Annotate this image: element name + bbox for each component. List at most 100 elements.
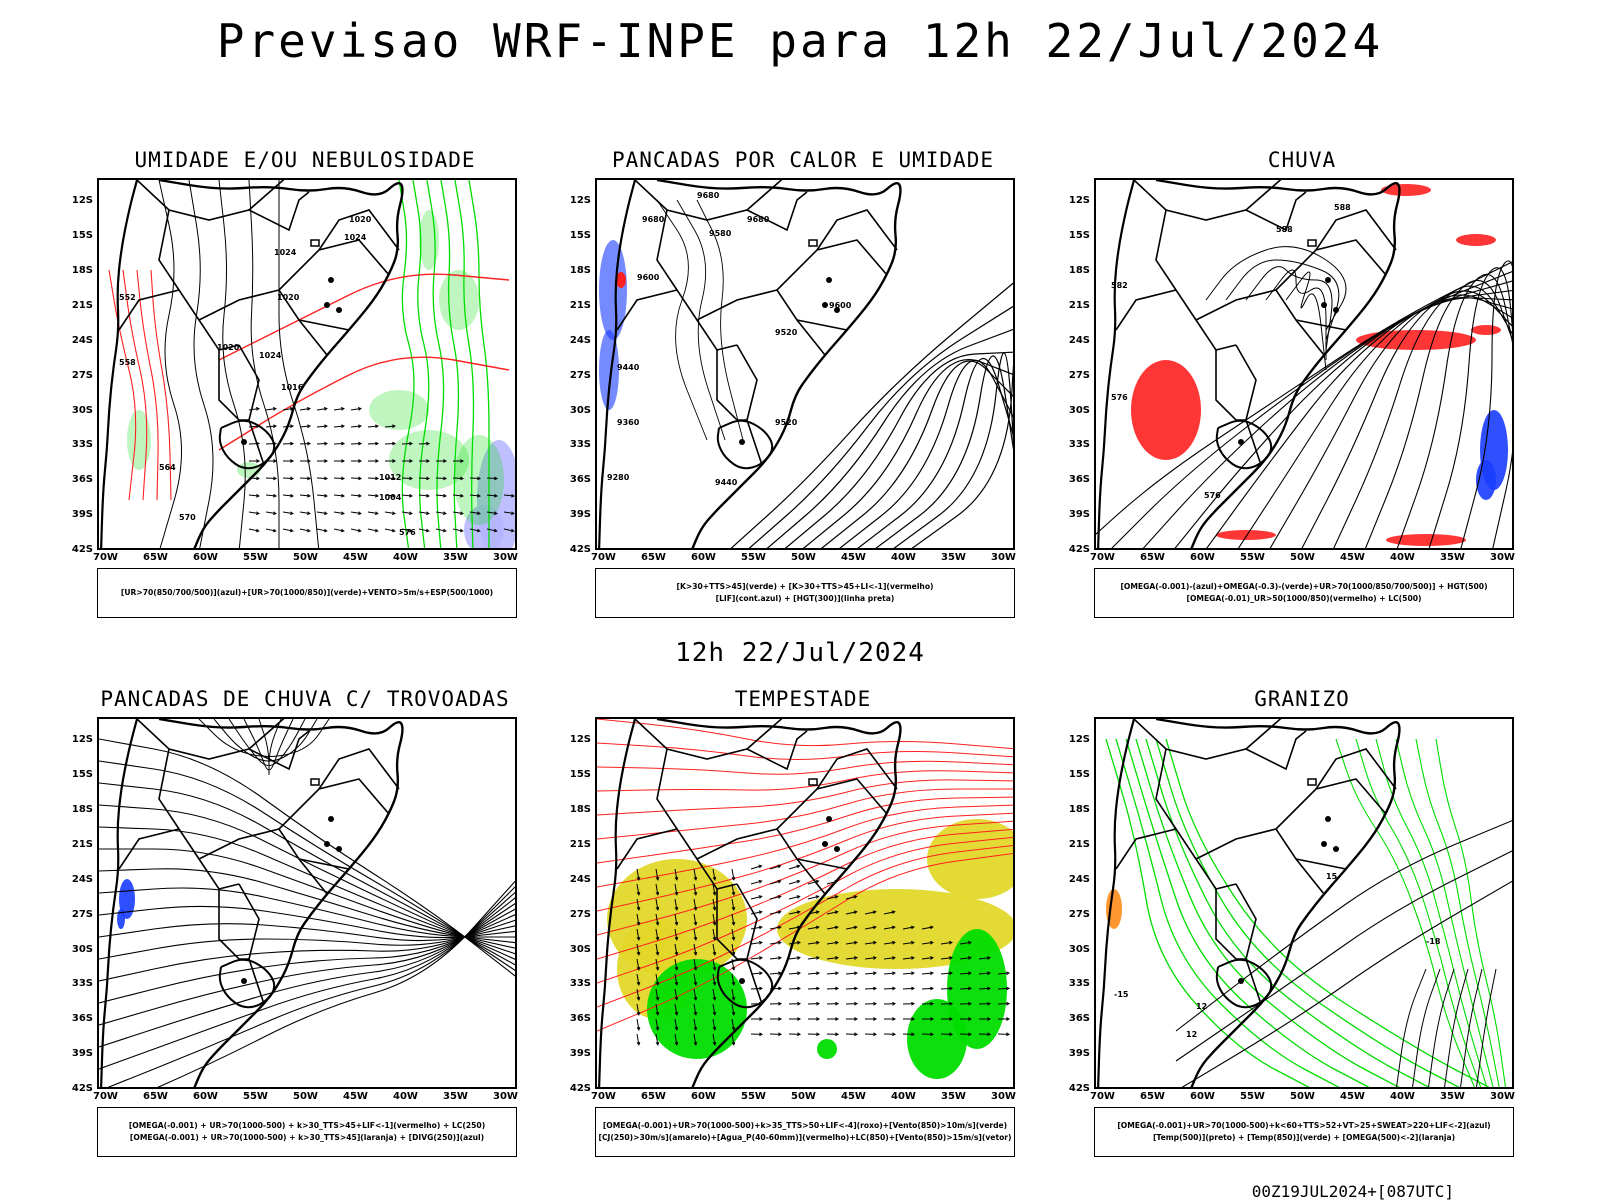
temp850-contour-east [1356, 739, 1482, 1089]
wind-vector [751, 880, 762, 884]
contour-label: 1024 [274, 248, 297, 257]
wind-vector [808, 972, 819, 975]
contour-label: 1012 [379, 473, 401, 482]
streamline [99, 849, 517, 949]
contour-label: 9680 [642, 215, 665, 224]
lif-area [599, 240, 627, 340]
wind-vector [453, 529, 463, 532]
lon-tick-label: 55W [243, 1091, 268, 1102]
omega-red-area [1216, 530, 1276, 540]
lake-outline [1308, 240, 1316, 246]
isobar [219, 180, 245, 550]
lat-tick-label: 27S [570, 370, 591, 381]
lat-tick-label: 42S [72, 1083, 93, 1094]
wind-vector [846, 1033, 857, 1036]
wind-vector [300, 407, 310, 410]
lat-tick-label: 36S [72, 1013, 93, 1024]
contour-label: 9600 [829, 301, 852, 310]
legend-box: [OMEGA(-0.001)-(azul)+OMEGA(-0.3)-(verde… [1094, 568, 1514, 618]
lat-tick-label: 12S [570, 734, 591, 745]
lat-tick-label: 36S [72, 474, 93, 485]
wind-vector [249, 494, 259, 497]
lat-tick-label: 18S [570, 804, 591, 815]
contour-label: 570 [179, 513, 196, 522]
urban-area [822, 841, 828, 847]
wind-vector [903, 1002, 914, 1005]
wind-vector [789, 972, 800, 975]
contour-label: -18 [1426, 937, 1441, 946]
lat-tick-label: 30S [1069, 944, 1090, 955]
wind-vector [283, 477, 293, 480]
wind-vector [827, 987, 838, 990]
wind-vector [751, 865, 762, 869]
wind-vector [846, 987, 857, 990]
wind-vector [846, 1002, 857, 1005]
wind-vector [419, 529, 429, 532]
contour-label: 9600 [637, 273, 660, 282]
lc850-streamline [597, 719, 1015, 749]
lon-tick-label: 45W [343, 552, 368, 563]
lat-tick-label: 42S [72, 544, 93, 555]
streamline [99, 919, 517, 959]
contour-label: 12 [1186, 1030, 1197, 1039]
omega-red-area [1131, 360, 1201, 460]
legend-line: [UR>70(850/700/500)](azul)+[UR>70(1000/8… [121, 587, 493, 599]
urban-area [336, 307, 342, 313]
row-caption: 12h 22/Jul/2024 [0, 638, 1600, 668]
country-border [817, 210, 897, 250]
lon-tick-label: 45W [343, 1091, 368, 1102]
streamline [1428, 268, 1514, 550]
rh-low-area [454, 435, 504, 525]
hgt300-contour [889, 353, 1015, 550]
lat-tick-label: 39S [72, 1048, 93, 1059]
lat-tick-label: 36S [1069, 474, 1090, 485]
lon-tick-label: 40W [891, 1091, 916, 1102]
lat-tick-label: 21S [1069, 839, 1090, 850]
lat-tick-label: 21S [570, 839, 591, 850]
temp500-contour-east [1428, 969, 1454, 1089]
wind-vector [351, 425, 361, 428]
wind-vector [300, 529, 310, 532]
lat-tick-label: 24S [1069, 874, 1090, 885]
contour-label: 9680 [697, 191, 720, 200]
lat-tick-label: 12S [72, 734, 93, 745]
hgt300-contour [817, 361, 1015, 550]
wind-vector [334, 494, 344, 497]
wind-vector [385, 442, 395, 445]
lon-tick-label: 60W [1190, 552, 1215, 563]
wind-vector [266, 512, 276, 515]
hgt500-contour [1286, 272, 1326, 370]
rh-low-area [369, 390, 429, 430]
lat-tick-label: 24S [570, 335, 591, 346]
lon-tick-label: 30W [991, 1091, 1016, 1102]
lon-tick-label: 30W [493, 552, 518, 563]
wind-vector [846, 972, 857, 975]
lon-tick-label: 60W [193, 552, 218, 563]
wind-vector [300, 512, 310, 515]
contour-label: 9360 [617, 418, 640, 427]
wind-vector [827, 972, 838, 975]
wind-vector [351, 529, 361, 532]
temp850-contour-east [1416, 739, 1500, 1089]
lat-tick-label: 21S [72, 839, 93, 850]
lat-tick-label: 18S [72, 804, 93, 815]
wind-vector [385, 529, 395, 532]
wind-vector [317, 460, 327, 463]
contour-label: 1020 [277, 293, 300, 302]
urban-area [739, 439, 745, 445]
lat-tick-label: 27S [72, 370, 93, 381]
legend-line: [Temp(500)](preto) + [Temp(850)](verde) … [1153, 1132, 1455, 1144]
country-border [1156, 749, 1236, 889]
coastline-west [1098, 180, 1134, 550]
lon-tick-label: 60W [691, 552, 716, 563]
country-border [1116, 290, 1176, 330]
panel-title: CHUVA [1062, 148, 1542, 172]
forecast-map: 9680968096809580960095209440936092809440… [597, 180, 1015, 550]
lon-tick-label: 50W [293, 1091, 318, 1102]
wind-vector [283, 442, 293, 445]
legend-line: [OMEGA(-0.001)+UR>70(1000-500)+k<60+TTS>… [1117, 1120, 1490, 1132]
